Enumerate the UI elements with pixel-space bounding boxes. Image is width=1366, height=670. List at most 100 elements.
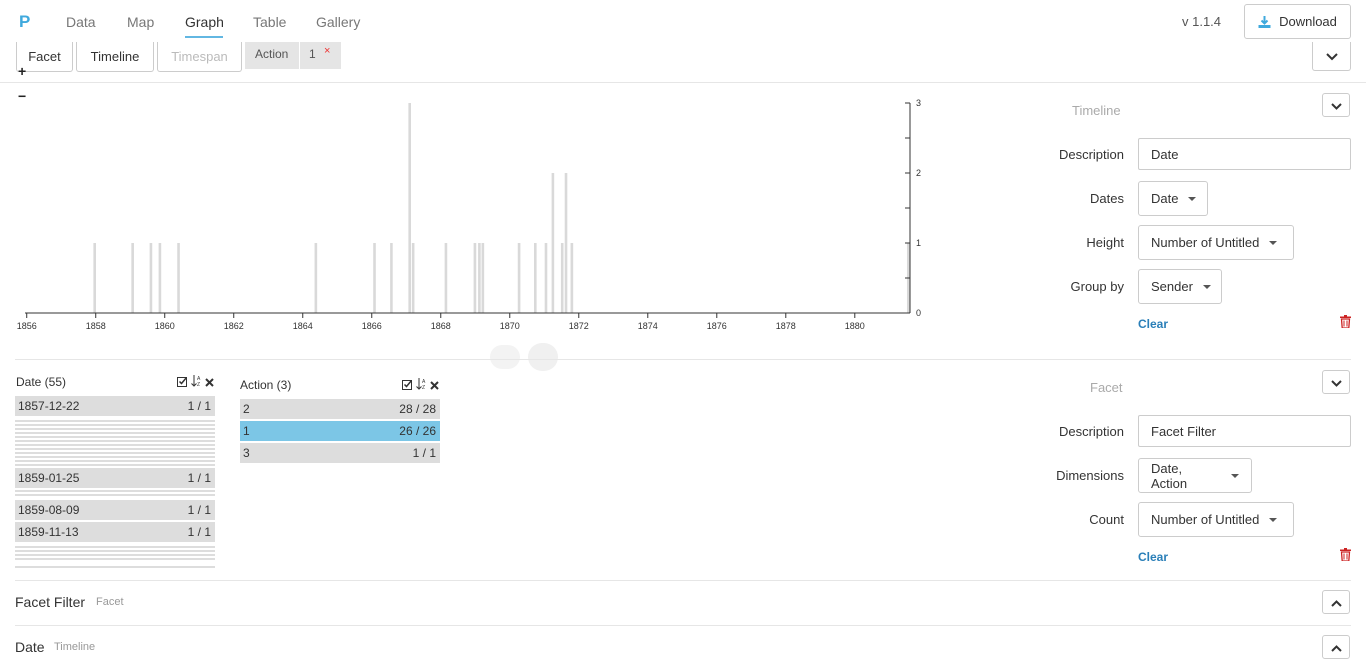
date-facet-row[interactable]: 1859-11-13 1 / 1 [15, 522, 215, 542]
collapse-toolbar-button[interactable] [1312, 42, 1351, 71]
action-facet-row-label: 1 [243, 424, 250, 438]
caret-down-icon [1231, 473, 1239, 478]
date-facet-row-label: 1859-01-25 [18, 471, 80, 485]
date-facet-mini-row[interactable] [15, 452, 215, 454]
date-facet-mini-row[interactable] [15, 566, 215, 568]
range-handle-right[interactable] [528, 343, 558, 371]
divider [15, 625, 1351, 626]
timeline-clear-link[interactable]: Clear [1138, 317, 1169, 331]
zoom-out-button[interactable]: − [18, 88, 27, 104]
timeline-bar[interactable] [390, 243, 393, 313]
date-facet-mini-row[interactable] [15, 428, 215, 430]
date-facet-row[interactable]: 1859-08-09 1 / 1 [15, 500, 215, 520]
timeline-bar[interactable] [544, 243, 548, 313]
date-facet-mini-row[interactable] [15, 464, 215, 466]
timeline-bar[interactable] [158, 243, 162, 313]
date-facet-row[interactable]: 1859-01-25 1 / 1 [15, 468, 215, 488]
timeline-bar[interactable] [444, 243, 448, 313]
app-logo[interactable]: P [19, 12, 31, 31]
close-icon[interactable] [205, 375, 214, 390]
facet-panel-toggle[interactable] [1322, 370, 1350, 394]
timeline-bar[interactable] [177, 243, 180, 313]
add-timespan-button[interactable]: Timespan [157, 42, 242, 72]
timeline-description-input[interactable]: Date [1138, 138, 1351, 170]
close-icon[interactable] [430, 378, 439, 393]
date-facet-mini-row[interactable] [15, 456, 215, 458]
timeline-bar[interactable] [551, 173, 555, 313]
select-all-icon[interactable] [402, 378, 413, 393]
timeline-bar[interactable] [517, 243, 521, 313]
timeline-panel-toggle[interactable] [1322, 93, 1350, 117]
timeline-bar[interactable] [560, 243, 564, 313]
timeline-bar[interactable] [131, 243, 134, 313]
date-facet-row[interactable]: 1857-12-22 1 / 1 [15, 396, 215, 416]
action-facet-row[interactable]: 3 1 / 1 [240, 443, 440, 463]
timeline-bar[interactable] [570, 243, 574, 313]
nav-data[interactable]: Data [66, 14, 96, 30]
facet-clear-link[interactable]: Clear [1138, 550, 1169, 564]
trash-icon[interactable] [1340, 315, 1351, 331]
timeline-bar[interactable] [149, 243, 153, 313]
timeline-chart[interactable]: 1856 1858 1860 1862 1864 1866 1868 1870 1872 1874… [15, 95, 935, 335]
nav-graph[interactable]: Graph [185, 14, 224, 30]
date-facet-mini-row[interactable] [15, 460, 215, 462]
nav-gallery[interactable]: Gallery [316, 14, 361, 30]
download-label: Download [1279, 14, 1337, 29]
timeline-bar[interactable] [408, 103, 412, 313]
x-tick-label: 1876 [707, 321, 727, 331]
date-facet-row-label: 1859-11-13 [18, 525, 79, 539]
date-facet-mini-row[interactable] [15, 550, 215, 552]
date-section-title[interactable]: Date [15, 639, 45, 655]
download-button[interactable]: Download [1244, 4, 1351, 39]
date-facet-mini-row[interactable] [15, 424, 215, 426]
timeline-bar[interactable] [478, 243, 481, 313]
date-facet-mini-row[interactable] [15, 444, 215, 446]
timeline-bar[interactable] [533, 243, 537, 313]
timeline-bar[interactable] [564, 173, 568, 313]
timeline-bar[interactable] [373, 243, 376, 313]
add-timeline-button[interactable]: Timeline [76, 42, 154, 72]
facet-count-select[interactable]: Number of Untitled [1138, 502, 1294, 537]
zoom-in-button[interactable]: + [18, 63, 27, 79]
add-facet-button[interactable]: Facet [16, 42, 73, 72]
facet-filter-expand-button[interactable] [1322, 590, 1350, 614]
date-facet-mini-row[interactable] [15, 546, 215, 548]
date-facet-mini-row[interactable] [15, 432, 215, 434]
timeline-bar[interactable] [314, 243, 318, 313]
facet-filter-section-title[interactable]: Facet Filter [15, 594, 86, 610]
facet-dimensions-select[interactable]: Date, Action [1138, 458, 1252, 493]
date-facet-mini-row[interactable] [15, 490, 215, 492]
remove-filter-icon[interactable]: × [324, 45, 331, 57]
timeline-bar[interactable] [411, 243, 415, 313]
action-facet-row-selected[interactable]: 1 26 / 26 [240, 421, 440, 441]
trash-icon[interactable] [1340, 548, 1351, 564]
timeline-groupby-select[interactable]: Sender [1138, 269, 1222, 304]
timeline-height-select[interactable]: Number of Untitled [1138, 225, 1294, 260]
timeline-dates-value: Date [1151, 191, 1179, 206]
action-facet-row-count: 28 / 28 [399, 402, 436, 416]
date-facet-mini-row[interactable] [15, 420, 215, 422]
nav-active-indicator [185, 36, 223, 38]
x-tick-label: 1880 [845, 321, 865, 331]
timeline-bar[interactable] [473, 243, 477, 313]
timeline-bar[interactable] [93, 243, 96, 313]
date-facet-mini-row[interactable] [15, 494, 215, 496]
select-all-icon[interactable] [177, 375, 188, 390]
facet-description-input[interactable]: Facet Filter [1138, 415, 1351, 447]
chevron-down-icon [1325, 49, 1338, 64]
range-handle-left[interactable] [490, 345, 520, 369]
date-facet-mini-row[interactable] [15, 440, 215, 442]
x-tick-label: 1872 [569, 321, 589, 331]
date-facet-mini-row[interactable] [15, 436, 215, 438]
timeline-bar[interactable] [481, 243, 485, 313]
date-expand-button[interactable] [1322, 635, 1350, 659]
date-facet-mini-row[interactable] [15, 554, 215, 556]
nav-table[interactable]: Table [253, 14, 287, 30]
date-facet-mini-row[interactable] [15, 448, 215, 450]
action-facet-row[interactable]: 2 28 / 28 [240, 399, 440, 419]
timeline-dates-select[interactable]: Date [1138, 181, 1208, 216]
date-facet-mini-row[interactable] [15, 558, 215, 560]
nav-map[interactable]: Map [127, 14, 155, 30]
